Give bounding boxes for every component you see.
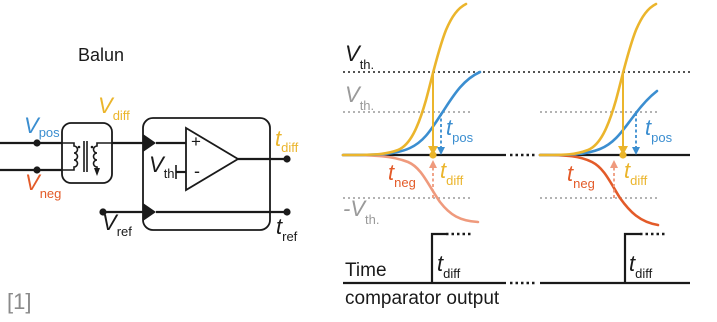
comparator-symbol bbox=[185, 126, 240, 192]
t-neg-symbol-panel-1: t bbox=[388, 160, 395, 185]
t-diff-symbol-panel-2: t bbox=[624, 158, 631, 183]
t-diff-symbol-panel-1: t bbox=[440, 158, 447, 183]
vth-grey-subscript: th. bbox=[360, 98, 374, 113]
vth-negative-label: -Vth. bbox=[343, 196, 379, 227]
reference-input-marker bbox=[143, 203, 156, 221]
balun-polarity-dot-left bbox=[77, 145, 81, 149]
v-pos-terminal bbox=[33, 139, 41, 147]
comparator-output-trace: Time comparator output tdiff tdiff bbox=[343, 232, 690, 309]
v-ref-subscript: ref bbox=[117, 224, 133, 239]
vth-negative-subscript: th. bbox=[365, 212, 379, 227]
output-t-diff-symbol-panel-1: t bbox=[437, 251, 444, 276]
t-diff-output-subscript: diff bbox=[281, 140, 298, 155]
t-neg-arrowhead-panel-1 bbox=[429, 160, 437, 168]
output-step-panel-2 bbox=[623, 232, 640, 283]
t-diff-arrowhead-panel-1 bbox=[428, 146, 438, 155]
t-neg-label-panel-1: tneg bbox=[388, 160, 416, 190]
output-t-diff-subscript-panel-2: diff bbox=[635, 266, 652, 281]
comparator-output-caption: comparator output bbox=[345, 288, 500, 309]
t-diff-arrowhead-panel-2 bbox=[618, 146, 628, 155]
t-ref-label: tref bbox=[276, 214, 298, 244]
vth-upper-label: Vth. bbox=[345, 41, 374, 72]
t-pos-symbol-panel-2: t bbox=[645, 115, 652, 140]
v-neg-terminal bbox=[33, 166, 41, 174]
t-pos-arrowhead-panel-2 bbox=[632, 147, 640, 155]
t-neg-symbol-panel-2: t bbox=[567, 161, 574, 186]
t-ref-symbol: t bbox=[276, 214, 283, 239]
time-label: Time bbox=[345, 260, 387, 281]
balun-secondary-coil bbox=[92, 142, 112, 169]
t-ref-subscript: ref bbox=[282, 229, 298, 244]
t-neg-subscript-panel-1: neg bbox=[394, 175, 416, 190]
output-t-diff-label-panel-2: tdiff bbox=[629, 251, 653, 281]
v-diff-symbol: V bbox=[98, 93, 115, 118]
t-pos-subscript-panel-1: pos bbox=[452, 130, 473, 145]
t-diff-output-label: tdiff bbox=[275, 126, 299, 155]
crossing-dot-panel-1 bbox=[429, 151, 437, 159]
v-pos-label: Vpos bbox=[24, 113, 60, 140]
v-ref-symbol: V bbox=[102, 210, 119, 235]
t-diff-output-symbol: t bbox=[275, 126, 282, 151]
output-t-diff-symbol-panel-2: t bbox=[629, 251, 636, 276]
v-diff-curve-panel-1 bbox=[341, 2, 468, 157]
t-neg-arrowhead-panel-2 bbox=[610, 160, 618, 168]
crossing-dot-panel-2 bbox=[619, 151, 627, 159]
t-pos-subscript-panel-2: pos bbox=[651, 130, 672, 145]
t-diff-label-panel-1: tdiff bbox=[440, 158, 464, 188]
t-pos-label-panel-1: tpos bbox=[446, 115, 474, 145]
v-pos-subscript: pos bbox=[39, 125, 60, 140]
v-diff-label: Vdiff bbox=[98, 93, 130, 123]
t-ref-terminal bbox=[283, 208, 291, 216]
vth-negative-symbol: -V bbox=[343, 196, 367, 221]
balun-enclosure bbox=[61, 122, 113, 184]
v-neg-label: Vneg bbox=[25, 170, 61, 201]
t-neg-subscript-panel-2: neg bbox=[573, 176, 595, 191]
v-ref-label: Vref bbox=[102, 210, 132, 239]
t-neg-label-panel-2: tneg bbox=[567, 161, 595, 191]
balun-label: Balun bbox=[78, 45, 124, 65]
balun-polarity-dot-right bbox=[90, 145, 94, 149]
t-pos-label-panel-2: tpos bbox=[645, 115, 673, 145]
balun-circuit: Balun Vpos Vneg Vdiff + - Vth tdiff bbox=[0, 45, 299, 244]
t-diff-label-panel-2: tdiff bbox=[624, 158, 648, 188]
v-pos-symbol: V bbox=[24, 113, 41, 138]
v-th-label: Vth bbox=[149, 152, 175, 181]
comparator-minus-sign: - bbox=[194, 161, 200, 181]
output-t-diff-label-panel-1: tdiff bbox=[437, 251, 461, 281]
t-diff-subscript-panel-1: diff bbox=[446, 173, 463, 188]
output-step-panel-1 bbox=[430, 232, 446, 283]
v-neg-subscript: neg bbox=[40, 186, 62, 201]
vth-upper-subscript: th. bbox=[360, 57, 374, 72]
v-neg-curve-panel-2 bbox=[538, 153, 660, 227]
v-th-subscript: th bbox=[164, 166, 175, 181]
output-t-diff-subscript-panel-1: diff bbox=[443, 266, 460, 281]
t-pos-symbol-panel-1: t bbox=[446, 115, 453, 140]
t-diff-terminal bbox=[283, 155, 291, 163]
v-pos-curve-panel-2 bbox=[538, 89, 659, 157]
v-th-symbol: V bbox=[149, 152, 166, 177]
citation-marker: [1] bbox=[7, 289, 31, 314]
vth-grey-symbol: V bbox=[345, 82, 362, 107]
vth-grey-label: Vth. bbox=[345, 82, 374, 113]
v-neg-symbol: V bbox=[25, 170, 42, 195]
signal-input-marker bbox=[143, 134, 156, 152]
balun-ground-arrow-icon bbox=[94, 168, 100, 176]
v-neg-curve-panel-1 bbox=[341, 153, 480, 224]
v-diff-curve-panel-2 bbox=[538, 2, 658, 157]
t-pos-arrowhead-panel-1 bbox=[437, 147, 445, 155]
t-diff-subscript-panel-2: diff bbox=[630, 173, 647, 188]
signal-waveforms: Vth. Vth. -Vth. tpos tneg tdiff bbox=[341, 2, 690, 227]
balun-primary-coil bbox=[62, 142, 79, 171]
comparator-enclosure bbox=[142, 117, 271, 231]
vth-upper-symbol: V bbox=[345, 41, 362, 66]
v-diff-subscript: diff bbox=[113, 108, 130, 123]
comparator-plus-sign: + bbox=[191, 132, 201, 151]
